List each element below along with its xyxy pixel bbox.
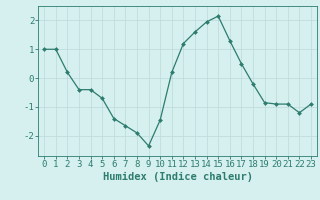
X-axis label: Humidex (Indice chaleur): Humidex (Indice chaleur)	[103, 172, 252, 182]
